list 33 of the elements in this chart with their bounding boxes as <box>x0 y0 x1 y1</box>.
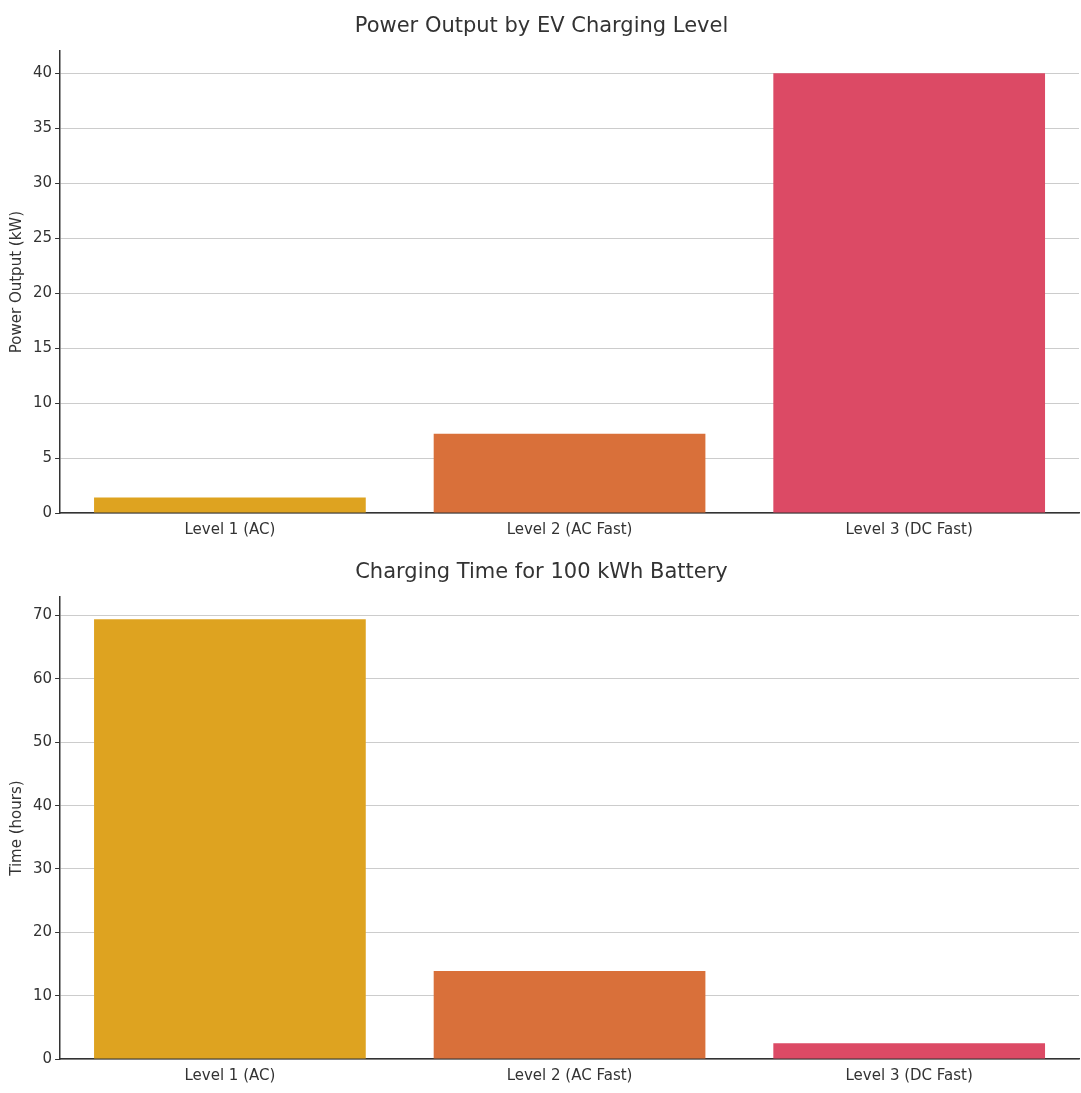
bar <box>773 73 1046 513</box>
x-tick-label: Level 2 (AC Fast) <box>506 519 633 538</box>
chart-title: Power Output by EV Charging Level <box>354 13 729 38</box>
bar <box>94 619 366 1059</box>
x-tick-label: Level 2 (AC Fast) <box>506 1065 633 1084</box>
y-tick-label: 20 <box>32 922 53 941</box>
bar <box>773 1043 1046 1059</box>
y-axis-title: Power Output (kW) <box>6 210 25 354</box>
bar <box>433 970 706 1059</box>
bar <box>433 433 706 513</box>
y-tick-label: 60 <box>32 668 53 687</box>
x-tick-label: Level 1 (AC) <box>184 519 276 538</box>
y-tick-label: 70 <box>32 605 53 624</box>
x-tick-label: Level 3 (DC Fast) <box>845 519 973 538</box>
y-tick-label: 5 <box>42 447 53 466</box>
chart-title: Charging Time for 100 kWh Battery <box>355 559 728 584</box>
x-tick-label: Level 1 (AC) <box>184 1065 276 1084</box>
bar <box>94 497 366 513</box>
y-tick-label: 35 <box>32 118 53 137</box>
y-tick-label: 25 <box>32 228 53 247</box>
y-tick-label: 40 <box>32 795 53 814</box>
y-tick-label: 0 <box>42 502 53 521</box>
y-tick-label: 40 <box>32 63 53 82</box>
y-tick-label: 50 <box>32 732 53 751</box>
y-tick-label: 10 <box>32 985 53 1004</box>
y-tick-label: 15 <box>32 337 53 356</box>
y-tick-label: 0 <box>42 1048 53 1067</box>
x-tick-label: Level 3 (DC Fast) <box>845 1065 973 1084</box>
y-tick-label: 30 <box>32 173 53 192</box>
y-tick-label: 30 <box>32 858 53 877</box>
y-axis-title: Time (hours) <box>6 780 25 877</box>
y-tick-label: 20 <box>32 282 53 301</box>
y-tick-label: 10 <box>32 392 53 411</box>
